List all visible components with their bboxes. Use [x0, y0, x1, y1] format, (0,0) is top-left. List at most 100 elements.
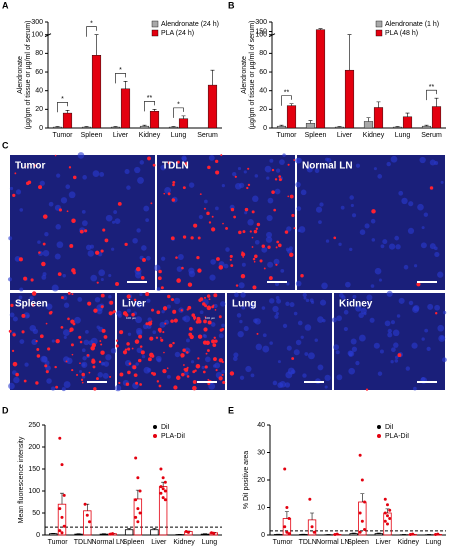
- nuclei: [16, 300, 22, 305]
- dye-signal: [41, 261, 46, 267]
- nuclei: [166, 374, 171, 379]
- x-tick-label: Normal LN: [316, 539, 349, 546]
- bar: [91, 55, 102, 129]
- nuclei: [434, 246, 438, 251]
- dye-signal: [122, 350, 128, 355]
- significance-label: **: [147, 95, 153, 102]
- nuclei: [254, 174, 259, 178]
- dye-signal: [133, 298, 137, 302]
- dye-signal: [300, 273, 304, 278]
- bar: [421, 125, 432, 129]
- nuclei: [386, 290, 393, 297]
- bar: [81, 126, 92, 129]
- dye-signal: [229, 371, 235, 376]
- y-tick-label: 20: [257, 477, 265, 484]
- significance-bracket: [173, 107, 184, 118]
- nuclei: [377, 371, 383, 376]
- nuclei: [94, 296, 101, 303]
- data-point: [385, 514, 389, 518]
- nuclei: [266, 231, 273, 238]
- nuclei: [232, 356, 238, 362]
- dye-signal: [256, 332, 259, 335]
- x-tick-label: Kidney: [173, 539, 195, 546]
- nuclei: [15, 189, 22, 195]
- data-point: [310, 525, 314, 529]
- dye-signal: [14, 172, 17, 175]
- dye-signal: [93, 387, 97, 391]
- nuclei: [296, 206, 302, 211]
- significance-label: **: [429, 84, 435, 91]
- nuclei: [221, 369, 226, 374]
- nuclei: [44, 232, 49, 237]
- dye-signal: [186, 375, 190, 378]
- nuclei: [370, 284, 375, 288]
- nuclei: [243, 326, 249, 332]
- nuclei: [267, 197, 274, 204]
- data-point: [138, 489, 142, 493]
- dye-signal: [206, 294, 211, 298]
- dye-signal: [139, 345, 143, 348]
- dye-signal: [125, 382, 130, 386]
- nuclei: [155, 355, 162, 362]
- dye-signal: [172, 309, 177, 314]
- dye-signal: [276, 240, 280, 244]
- dye-signal: [206, 349, 210, 353]
- y-axis-label: Mean fluorescence intensity: [18, 436, 25, 523]
- dye-signal: [187, 282, 193, 287]
- nuclei: [143, 366, 151, 374]
- dye-signal: [158, 329, 162, 333]
- dye-signal: [213, 293, 218, 298]
- data-point: [163, 489, 167, 493]
- dye-signal: [33, 164, 36, 167]
- x-tick-label: Normal LN: [91, 539, 124, 546]
- dye-signal: [202, 302, 206, 306]
- nuclei: [264, 165, 272, 173]
- dye-signal: [150, 354, 155, 358]
- dye-signal: [36, 354, 41, 358]
- nuclei: [23, 312, 30, 319]
- dye-signal: [8, 329, 12, 333]
- dye-signal: [67, 291, 71, 295]
- dye-signal: [206, 342, 209, 345]
- dye-signal: [35, 381, 39, 385]
- dye-signal: [274, 178, 278, 181]
- nuclei: [286, 345, 292, 351]
- y-tick-label: 0: [261, 532, 265, 539]
- dye-signal: [293, 227, 296, 230]
- nuclei: [114, 218, 121, 224]
- nuclei: [374, 267, 382, 275]
- nuclei: [145, 218, 150, 222]
- nuclei: [37, 240, 41, 244]
- nuclei: [51, 284, 59, 292]
- dye-signal: [176, 160, 180, 164]
- dye-signal: [145, 322, 149, 326]
- dye-signal: [132, 365, 137, 370]
- nuclei: [237, 166, 242, 171]
- nuclei: [388, 243, 396, 250]
- dye-signal: [87, 301, 92, 306]
- bar: [62, 112, 73, 129]
- nuclei: [380, 244, 385, 249]
- nuclei: [114, 384, 122, 392]
- nuclei: [315, 206, 323, 213]
- nuclei: [319, 299, 327, 306]
- dye-signal: [160, 338, 164, 342]
- nuclei: [360, 307, 367, 315]
- dye-signal: [277, 243, 282, 248]
- nuclei: [238, 182, 245, 189]
- nuclei: [289, 302, 295, 308]
- dye-signal: [287, 195, 290, 198]
- dye-signal: [127, 347, 131, 351]
- dye-signal: [255, 227, 258, 230]
- nuclei: [220, 301, 226, 307]
- dye-signal: [182, 186, 186, 190]
- dye-signal: [38, 251, 41, 254]
- dye-signal: [172, 341, 175, 345]
- nuclei: [202, 333, 206, 338]
- dye-signal: [162, 368, 167, 374]
- data-point: [333, 532, 337, 536]
- nuclei: [423, 212, 429, 217]
- dye-signal: [23, 276, 28, 281]
- y-axis-label: % DiI positive area: [243, 451, 250, 509]
